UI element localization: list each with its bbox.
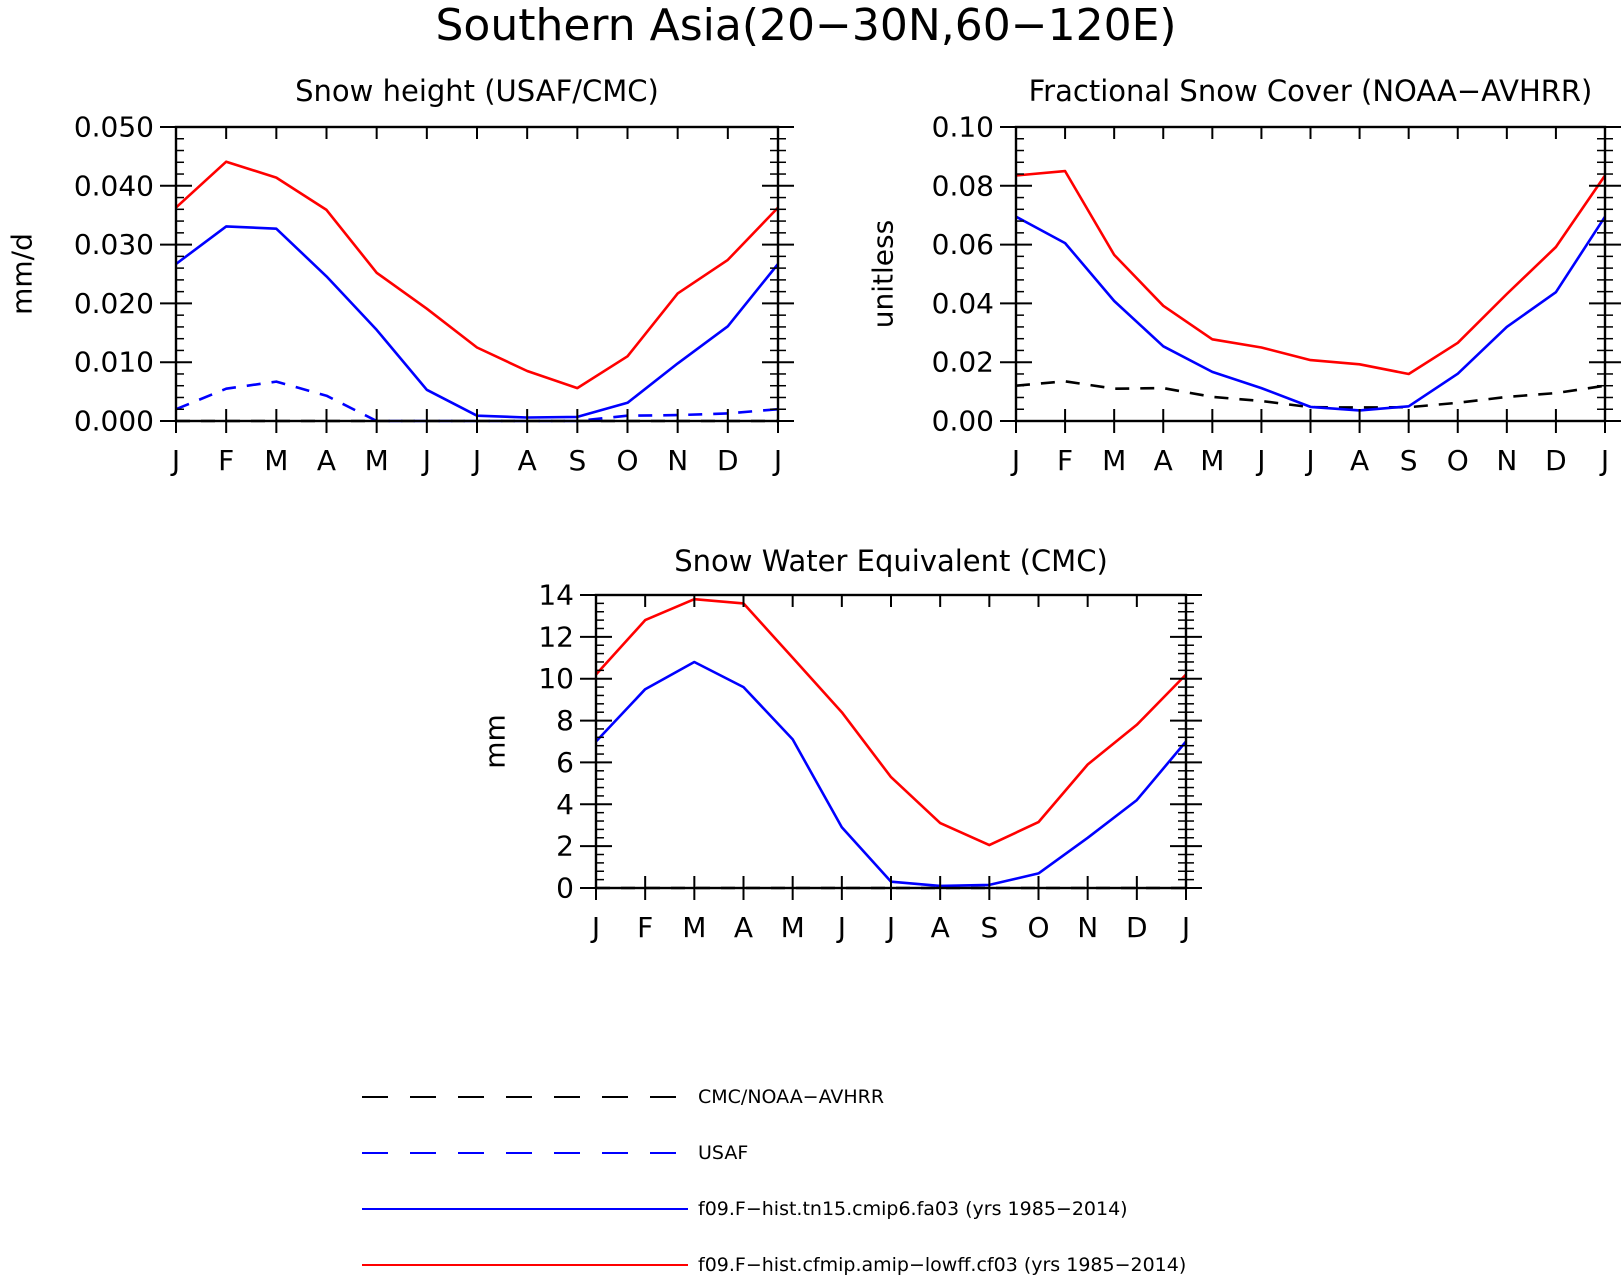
y-tick-label: 0.10 (932, 111, 994, 144)
series-line (175, 160, 779, 390)
y-tick-label: 10 (538, 662, 574, 695)
x-tick-label: A (317, 444, 336, 477)
y-tick-label: 0.06 (932, 228, 994, 261)
x-tick-label: S (1400, 444, 1418, 477)
legend-item: CMC/NOAA−AVHRR (362, 1086, 884, 1108)
figure-title: Southern Asia(20−30N,60−120E) (435, 0, 1176, 51)
series-line (1015, 379, 1606, 409)
x-tick-label: M (1102, 444, 1126, 477)
x-tick-label: A (1154, 444, 1173, 477)
x-tick-label: M (781, 911, 805, 944)
y-tick-label: 0.010 (74, 346, 154, 379)
y-tick-label: 0.08 (932, 169, 994, 202)
x-tick-label: N (1496, 444, 1517, 477)
y-tick-label: 0.050 (74, 111, 154, 144)
y-tick-label: 0 (556, 872, 574, 905)
panel-title: Snow height (USAF/CMC) (295, 74, 659, 108)
plot-frame (174, 125, 780, 423)
series-line (595, 660, 1187, 888)
x-tick-label: J (1599, 444, 1609, 477)
y-tick-label: 6 (556, 746, 574, 779)
y-tick-label: 8 (556, 704, 574, 737)
x-tick-label: J (1010, 444, 1020, 477)
x-tick-label: D (1126, 911, 1148, 944)
x-tick-label: J (885, 911, 895, 944)
x-tick-label: J (471, 444, 481, 477)
x-tick-label: J (772, 444, 782, 477)
plot-frame (594, 593, 1188, 890)
plot-frame (1014, 125, 1607, 423)
x-tick-label: N (667, 444, 688, 477)
x-tick-label: S (980, 911, 998, 944)
legend-label: f09.F−hist.cfmip.amip−lowff.cf03 (yrs 19… (698, 1254, 1186, 1276)
legend-item: f09.F−hist.cfmip.amip−lowff.cf03 (yrs 19… (362, 1254, 1186, 1276)
x-tick-label: J (170, 444, 180, 477)
x-tick-label: F (218, 444, 234, 477)
x-tick-label: D (717, 444, 739, 477)
y-tick-label: 0.02 (932, 346, 994, 379)
x-tick-label: S (568, 444, 586, 477)
series-line (595, 597, 1187, 847)
y-tick-label: 12 (538, 620, 574, 653)
x-tick-label: N (1077, 911, 1098, 944)
y-tick-label: 0.000 (74, 405, 154, 438)
panel-title: Snow Water Equivalent (CMC) (674, 544, 1108, 578)
y-tick-label: 0.030 (74, 228, 154, 261)
x-tick-label: J (1255, 444, 1265, 477)
y-tick-label: 2 (556, 830, 574, 863)
y-axis-label: unitless (867, 220, 900, 328)
x-tick-label: A (734, 911, 753, 944)
legend-label: f09.F−hist.tn15.cmip6.fa03 (yrs 1985−201… (698, 1198, 1128, 1220)
x-tick-label: J (836, 911, 846, 944)
y-tick-label: 0.020 (74, 287, 154, 320)
x-tick-label: M (682, 911, 706, 944)
chart-panel-3: Snow Water Equivalent (CMC)mmJ F M A M J J A S O N… (479, 544, 1202, 944)
x-tick-label: F (1057, 444, 1073, 477)
x-tick-label: A (931, 911, 950, 944)
x-tick-label: M (365, 444, 389, 477)
chart-panel-1: Snow height (USAF/CMC)mm/dJ F M A M J J A S O N D J0… (6, 74, 794, 477)
series-line (175, 225, 780, 419)
chart-panel-2: Fractional Snow Cover (NOAA−AVHRR) unitle… (867, 74, 1621, 477)
x-tick-label: J (1304, 444, 1314, 477)
x-tick-label: J (421, 444, 431, 477)
x-tick-label: M (1200, 444, 1224, 477)
series-line (1015, 215, 1607, 412)
panel-title: Fractional Snow Cover (NOAA−AVHRR) (1029, 74, 1593, 108)
y-axis-label: mm/d (6, 233, 39, 315)
legend-label: USAF (698, 1142, 748, 1164)
y-tick-label: 0.04 (932, 287, 994, 320)
x-tick-label: F (637, 911, 653, 944)
x-tick-label: O (1027, 911, 1049, 944)
legend-label: CMC/NOAA−AVHRR (698, 1086, 884, 1108)
legend: CMC/NOAA−AVHRR USAF f09.F−hist.tn15.cmip6.… (362, 1086, 1186, 1276)
y-tick-label: 0.00 (932, 405, 994, 438)
x-tick-label: A (1350, 444, 1369, 477)
x-tick-label: J (1180, 911, 1190, 944)
y-axis-label: mm (479, 714, 512, 769)
x-tick-label: J (590, 911, 600, 944)
x-tick-label: A (518, 444, 537, 477)
y-tick-label: 4 (556, 788, 574, 821)
panels: Snow height (USAF/CMC)mm/dJ F M A M J J A S O N D J0… (6, 74, 1621, 944)
legend-item: USAF (362, 1142, 748, 1164)
x-tick-label: D (1545, 444, 1567, 477)
x-tick-label: O (1447, 444, 1469, 477)
series-line (1015, 169, 1607, 376)
y-tick-label: 14 (538, 579, 574, 612)
x-tick-label: O (616, 444, 638, 477)
y-tick-label: 0.040 (74, 169, 154, 202)
x-tick-label: M (264, 444, 288, 477)
legend-item: f09.F−hist.tn15.cmip6.fa03 (yrs 1985−201… (362, 1198, 1128, 1220)
